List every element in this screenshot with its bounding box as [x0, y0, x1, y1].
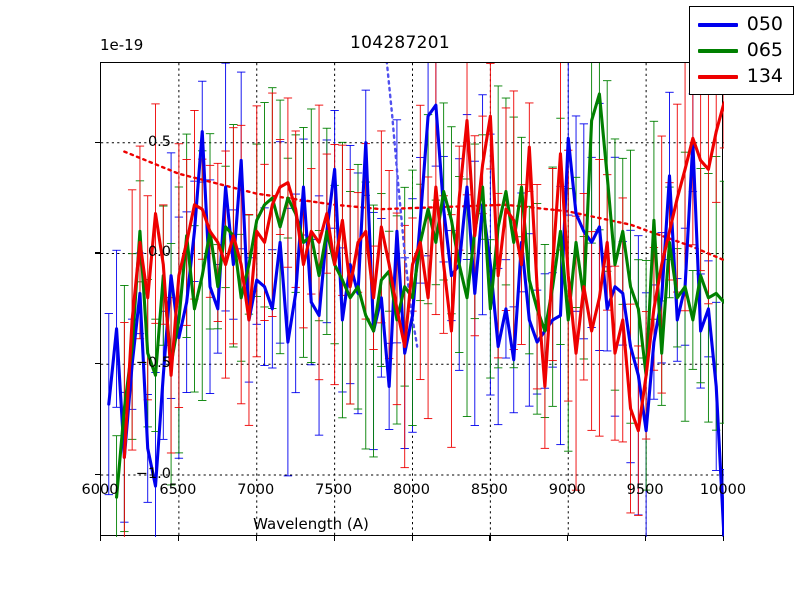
legend-item[interactable]: 050: [697, 12, 783, 37]
y-axis-offset-text: 1e-19: [100, 36, 144, 54]
x-tick-mark: [333, 536, 335, 541]
x-tick-mark: [489, 536, 491, 541]
legend-label-050: 050: [746, 13, 783, 35]
x-tick-label: 6000: [81, 482, 119, 498]
plot-axes: [100, 62, 724, 537]
x-tick-mark: [177, 536, 180, 541]
legend-swatch-134: [697, 74, 738, 79]
legend-label-065: 065: [746, 39, 783, 61]
legend-label-134: 134: [746, 65, 783, 87]
legend-swatch-065: [697, 48, 738, 53]
y-tick-mark: [95, 252, 100, 254]
x-tick-label: 7500: [315, 482, 353, 498]
y-tick-mark: [95, 363, 100, 365]
x-tick-label: 8500: [470, 482, 508, 498]
x-tick-mark: [567, 536, 569, 541]
legend[interactable]: 050 065 134: [688, 6, 794, 95]
x-tick-label: 10000: [699, 482, 747, 498]
x-tick-mark: [255, 536, 257, 541]
x-tick-mark: [723, 536, 725, 541]
spectrum-plot-canvas: [101, 63, 724, 537]
x-tick-mark: [100, 536, 102, 541]
x-tick-label: 9000: [548, 482, 586, 498]
page-title: 104287201: [349, 33, 451, 53]
y-tick-mark: [95, 141, 100, 143]
y-tick-mark: [95, 473, 100, 476]
x-tick-label: 7000: [237, 482, 275, 498]
y-tick-label: −0.5: [135, 355, 171, 372]
x-tick-mark: [645, 536, 647, 541]
x-axis-label: Wavelength (A): [253, 515, 369, 533]
legend-item[interactable]: 134: [697, 64, 783, 89]
legend-item[interactable]: 065: [697, 38, 783, 63]
x-tick-label: 6500: [159, 482, 197, 498]
x-tick-label: 9500: [626, 482, 664, 498]
y-tick-label: −1.0: [135, 465, 171, 482]
x-tick-mark: [411, 536, 413, 541]
legend-swatch-050: [697, 22, 738, 27]
x-tick-label: 8000: [393, 482, 430, 498]
y-tick-label: 0.5: [147, 133, 171, 150]
y-tick-label: 0.0: [147, 244, 171, 261]
